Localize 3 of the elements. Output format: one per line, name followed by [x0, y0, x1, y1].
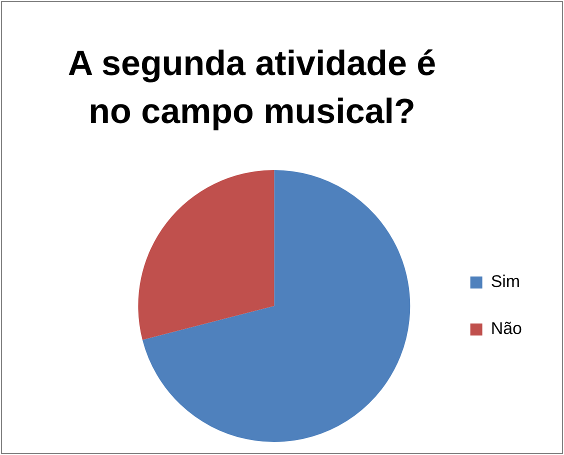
legend-label: Não [490, 319, 522, 338]
legend-label: Sim [490, 272, 520, 292]
chart-title: A segunda atividade é no campo musical? [66, 43, 438, 133]
